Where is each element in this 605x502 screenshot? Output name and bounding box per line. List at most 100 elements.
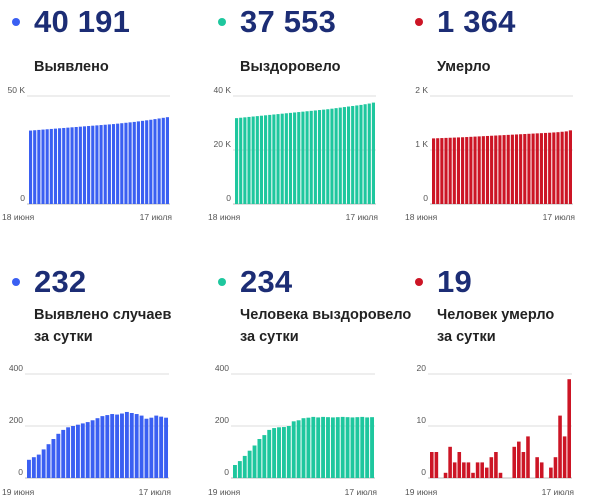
bar: [502, 135, 506, 204]
bar: [564, 131, 568, 204]
bar: [78, 126, 82, 204]
bar: [41, 449, 46, 478]
y-tick-label: 10: [417, 415, 427, 425]
bar: [498, 135, 502, 204]
x-end-label: 17 июля: [543, 212, 576, 222]
bar: [103, 124, 107, 204]
panel-deaths-total: 1 364 Умерло 0 1 K 2 K 18 июня 17 июля: [403, 0, 603, 222]
bar: [134, 414, 139, 478]
y-tick-label: 20: [417, 363, 427, 373]
bar: [262, 435, 267, 478]
recovered-daily-chart: 0 200 400 19 июня 17 июля: [208, 363, 377, 497]
bar: [124, 122, 128, 204]
bar: [355, 417, 360, 478]
bar: [239, 117, 243, 204]
bar: [120, 123, 124, 204]
bar: [87, 126, 91, 204]
recovered-total-value: 37 553: [240, 4, 337, 39]
bar: [56, 433, 61, 478]
bar: [74, 126, 78, 204]
x-start-label: 18 июня: [2, 212, 35, 222]
bar: [251, 116, 255, 204]
bar: [326, 417, 330, 478]
bar: [153, 119, 157, 204]
bar: [71, 426, 75, 478]
bar: [95, 418, 100, 478]
bar: [51, 439, 56, 478]
panel-confirmed-daily: 232 Выявлено случаев за сутки 0 200 400 19 …: [0, 260, 200, 497]
y-tick-label: 2 K: [415, 85, 428, 95]
bar: [335, 417, 340, 478]
bar: [462, 462, 466, 478]
bar: [360, 416, 365, 478]
y-tick-label: 0: [423, 193, 428, 203]
bar: [306, 417, 311, 478]
bar: [321, 416, 326, 478]
bar: [252, 445, 257, 478]
bar: [70, 127, 74, 204]
bar: [365, 417, 370, 478]
bar: [100, 416, 105, 478]
bar: [46, 444, 51, 478]
bar: [165, 117, 169, 204]
bar: [297, 112, 301, 204]
x-end-label: 17 июля: [139, 487, 172, 497]
bar: [272, 428, 277, 478]
bar: [485, 135, 490, 204]
deaths-daily-chart: 0 10 20 19 июня 17 июля: [405, 363, 575, 497]
bar: [280, 113, 284, 204]
confirmed-daily-chart: 0 200 400 19 июня 17 июля: [2, 363, 172, 497]
deaths-total-value: 1 364: [437, 4, 516, 39]
bar: [311, 416, 316, 478]
bar: [443, 472, 448, 478]
bar: [355, 105, 359, 204]
panel-recovered-daily: 234 Человека выздоровело за сутки 0 200 40…: [206, 260, 411, 497]
bar: [259, 115, 264, 204]
bar: [116, 123, 120, 204]
bar: [475, 462, 480, 478]
confirmed-total-label-1: Выявлено: [34, 59, 109, 75]
bar: [568, 130, 572, 204]
bar: [41, 129, 45, 204]
bar: [481, 136, 485, 204]
series-dot: [12, 18, 20, 26]
series-dot: [12, 278, 20, 286]
bar: [264, 115, 268, 204]
bar: [120, 413, 124, 478]
bar: [512, 446, 517, 478]
panel-recovered-total: 37 553 Выздоровело 0 20 K 40 K 18 июня 17 ию…: [206, 0, 406, 222]
series-dot: [415, 18, 423, 26]
y-tick-label: 40 K: [214, 85, 232, 95]
bar: [484, 467, 489, 478]
y-tick-label: 1 K: [415, 139, 428, 149]
bar: [535, 457, 539, 478]
panel-deaths-daily: 19 Человек умерло за сутки 0 10 20 19 июня 1…: [403, 260, 603, 497]
bar: [277, 427, 281, 478]
bar: [95, 125, 99, 204]
recovered-daily-label-2: за сутки: [240, 329, 299, 345]
bar: [276, 114, 280, 204]
bar: [430, 452, 434, 478]
deaths-total-label-1: Умерло: [437, 59, 491, 75]
bar: [82, 126, 87, 204]
x-start-label: 19 июня: [405, 487, 438, 497]
bar: [444, 137, 448, 204]
bar: [558, 415, 562, 478]
bar: [115, 414, 120, 478]
bar: [346, 106, 351, 204]
x-start-label: 19 июня: [208, 487, 241, 497]
bar: [473, 136, 477, 204]
bar: [157, 118, 161, 204]
bar: [322, 109, 326, 204]
bar: [562, 436, 567, 478]
bar: [313, 110, 317, 204]
x-end-label: 17 июля: [542, 487, 575, 497]
bar: [553, 457, 558, 478]
bar: [440, 138, 444, 204]
bar: [235, 118, 239, 204]
bar: [110, 414, 115, 478]
bar: [247, 450, 252, 478]
bar: [62, 127, 66, 204]
bar: [436, 138, 440, 204]
bar: [33, 130, 37, 204]
